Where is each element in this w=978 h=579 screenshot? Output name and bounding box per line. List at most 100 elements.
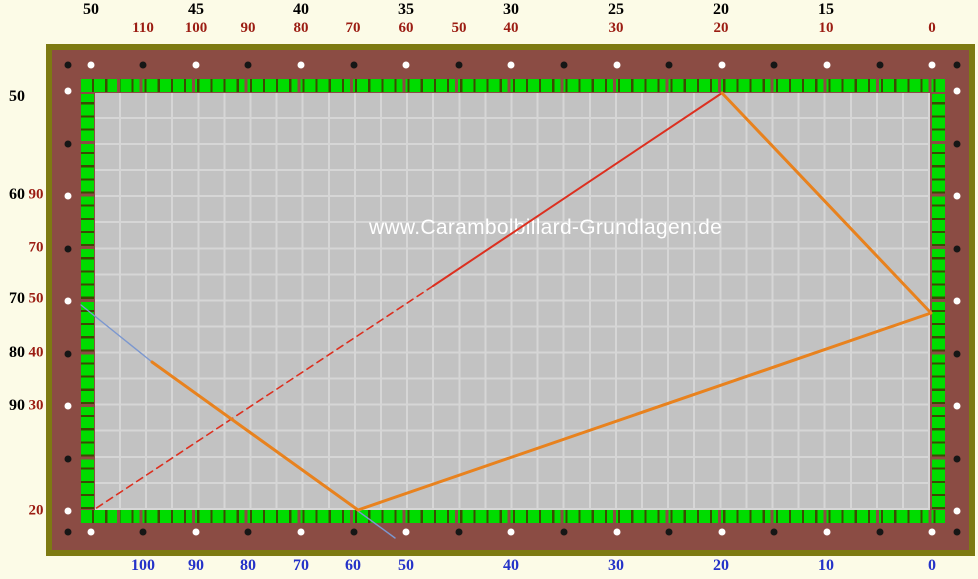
diamond-marker xyxy=(64,245,72,252)
diamond-marker xyxy=(64,297,72,305)
diamond-marker xyxy=(455,528,463,536)
diamond-corner xyxy=(953,528,961,536)
diamond-marker xyxy=(64,455,72,462)
scale-bottom-blue: 30 xyxy=(608,557,624,574)
diamond-marker xyxy=(455,61,463,69)
diamond-marker xyxy=(876,528,883,536)
scale-bottom-blue: 100 xyxy=(131,557,155,574)
diamond-marker xyxy=(953,140,961,147)
scale-left-red: 40 xyxy=(28,344,44,361)
diamond-marker xyxy=(139,528,147,536)
diamond-marker xyxy=(665,528,673,536)
diamond-marker xyxy=(297,61,305,69)
scale-bottom-blue: 10 xyxy=(818,557,834,574)
diamond-marker xyxy=(350,61,357,69)
scale-top-black: 20 xyxy=(713,1,729,18)
scale-left-black: 70 xyxy=(9,290,25,307)
diamond-marker xyxy=(64,87,72,95)
diamond-marker xyxy=(87,61,94,69)
scale-top-red: 50 xyxy=(451,20,467,36)
diamond-marker xyxy=(64,192,72,200)
diamond-corner xyxy=(953,61,961,69)
diamond-marker xyxy=(64,140,72,147)
diamond-marker xyxy=(64,507,72,515)
diamond-marker xyxy=(823,528,831,536)
diamond-marker xyxy=(953,350,961,357)
diamond-marker xyxy=(953,192,961,200)
diamond-marker xyxy=(613,528,620,536)
diamond-corner xyxy=(64,528,72,536)
watermark-text: www.Carambolbillard-Grundlagen.de xyxy=(369,216,723,239)
diamond-marker xyxy=(560,61,568,69)
diamond-marker xyxy=(350,528,357,536)
scale-top-red: 20 xyxy=(713,20,729,36)
diamond-marker xyxy=(928,61,936,69)
scale-bottom-blue: 0 xyxy=(928,557,936,574)
scale-top-red: 30 xyxy=(608,20,624,36)
diamond-marker xyxy=(953,455,961,462)
diamond-marker xyxy=(953,507,961,515)
playing-surface xyxy=(95,93,930,510)
scale-top-red: 80 xyxy=(293,20,309,36)
cushion-bottom xyxy=(81,510,945,523)
diamond-marker xyxy=(507,61,515,69)
diamond-marker xyxy=(953,297,961,305)
diamond-marker xyxy=(770,528,778,536)
scale-left-black: 80 xyxy=(9,344,25,361)
diamond-marker xyxy=(402,528,410,536)
scale-top-black: 15 xyxy=(818,1,834,18)
diamond-marker xyxy=(665,61,673,69)
diamond-marker xyxy=(928,528,936,536)
scale-bottom-blue: 90 xyxy=(188,557,204,574)
diamond-marker xyxy=(192,61,200,69)
scale-top-red: 0 xyxy=(928,20,936,36)
cushion-top xyxy=(81,79,945,92)
diamond-marker xyxy=(876,61,883,69)
scale-bottom-blue: 70 xyxy=(293,557,309,574)
scale-left-red: 70 xyxy=(28,239,44,256)
aim-line-red-dashed xyxy=(94,285,434,510)
scale-left-black: 60 xyxy=(9,186,25,203)
diamond-marker xyxy=(823,61,831,69)
scale-top-red: 60 xyxy=(398,20,414,36)
scale-top-black: 35 xyxy=(398,1,414,18)
scale-top-black: 50 xyxy=(83,1,99,18)
scale-left-red: 30 xyxy=(28,397,44,414)
diamond-marker xyxy=(87,528,94,536)
scale-top-red: 90 xyxy=(240,20,256,36)
scale-top-red: 10 xyxy=(818,20,834,36)
scale-left-red: 90 xyxy=(28,186,44,203)
diamond-marker xyxy=(64,350,72,357)
scale-top-red: 70 xyxy=(345,20,361,36)
diamond-marker xyxy=(718,528,726,536)
diamond-marker xyxy=(64,402,72,410)
aim-line-red-solid xyxy=(432,92,723,287)
diamond-marker xyxy=(953,402,961,410)
diamond-marker xyxy=(507,528,515,536)
diamond-marker xyxy=(560,528,568,536)
ball-path-orange xyxy=(150,91,933,512)
scale-top-black: 30 xyxy=(503,1,519,18)
diamond-marker xyxy=(192,528,200,536)
diamond-marker xyxy=(953,87,961,95)
diamond-marker xyxy=(244,61,252,69)
diamond-marker xyxy=(244,528,252,536)
cushion-right xyxy=(932,92,945,510)
scale-left-black: 50 xyxy=(9,88,25,105)
diamond-marker xyxy=(613,61,620,69)
scale-top-black: 25 xyxy=(608,1,624,18)
scale-bottom-blue: 80 xyxy=(240,557,256,574)
diamond-marker xyxy=(297,528,305,536)
cue-line-blue-upper xyxy=(80,304,153,363)
scale-top-red: 110 xyxy=(132,20,154,36)
scale-bottom-blue: 20 xyxy=(713,557,729,574)
diamond-corner xyxy=(64,61,72,69)
scale-bottom-blue: 50 xyxy=(398,557,414,574)
diamond-marker xyxy=(139,61,147,69)
scale-left-red: 50 xyxy=(28,290,44,307)
cushion-left xyxy=(81,92,94,510)
diamond-marker xyxy=(770,61,778,69)
diamond-marker xyxy=(718,61,726,69)
scale-left-red: 20 xyxy=(28,502,44,519)
